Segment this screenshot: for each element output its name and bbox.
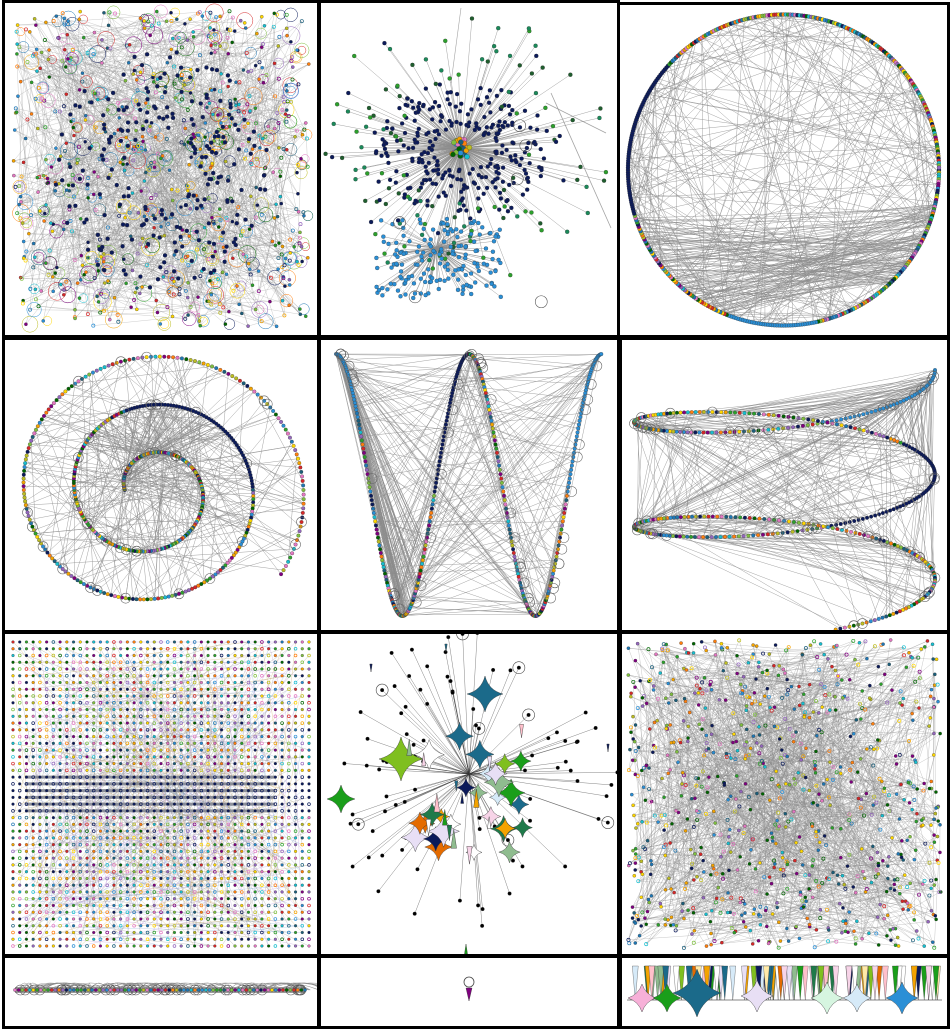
panel-circular [617, 2, 950, 338]
graph-edges [13, 11, 309, 327]
graph-single-node [463, 976, 475, 1002]
graph-edges [325, 7, 612, 299]
graph-nodes [627, 965, 941, 1018]
panel-random [619, 631, 950, 957]
graph-glyph-row [627, 965, 942, 1018]
panel-glyph-row [619, 955, 950, 1029]
graph-spiral [21, 351, 307, 604]
graph-random [626, 638, 943, 950]
graph-edges [628, 640, 941, 949]
panel-force-directed-dense [2, 0, 320, 338]
graph-grid [11, 640, 311, 948]
graph-edges [335, 353, 602, 617]
panel-glyph-force [318, 631, 620, 957]
graph-force-directed-clusters [323, 7, 612, 309]
graph-sine-wave [334, 348, 604, 618]
graph-nodes [21, 351, 307, 604]
graph-nodes [323, 16, 609, 309]
graph-nodes [13, 984, 307, 996]
graph-circular [625, 12, 942, 328]
graph-nodes [11, 640, 311, 948]
panel-linear [2, 955, 320, 1029]
panel-sine-wave [318, 337, 620, 633]
graph-nodes [326, 634, 617, 954]
graph-nodes [334, 348, 604, 618]
graph-force-directed-dense [11, 3, 314, 333]
graph-3d-helix [629, 368, 941, 630]
graph-nodes [11, 3, 314, 333]
panel-single-node [318, 955, 620, 1029]
graph-edges [633, 369, 936, 629]
graph-glyph-force [326, 634, 617, 954]
graph-linear [13, 982, 317, 996]
panel-3d-helix [619, 337, 950, 633]
graph-nodes [629, 368, 941, 630]
graph-edges [627, 14, 940, 326]
panel-force-directed-clusters [318, 0, 620, 338]
graph-nodes [463, 976, 475, 1002]
graph-nodes [626, 638, 943, 950]
panel-spiral [2, 337, 320, 633]
panel-grid [2, 631, 320, 957]
graph-nodes [625, 12, 942, 328]
